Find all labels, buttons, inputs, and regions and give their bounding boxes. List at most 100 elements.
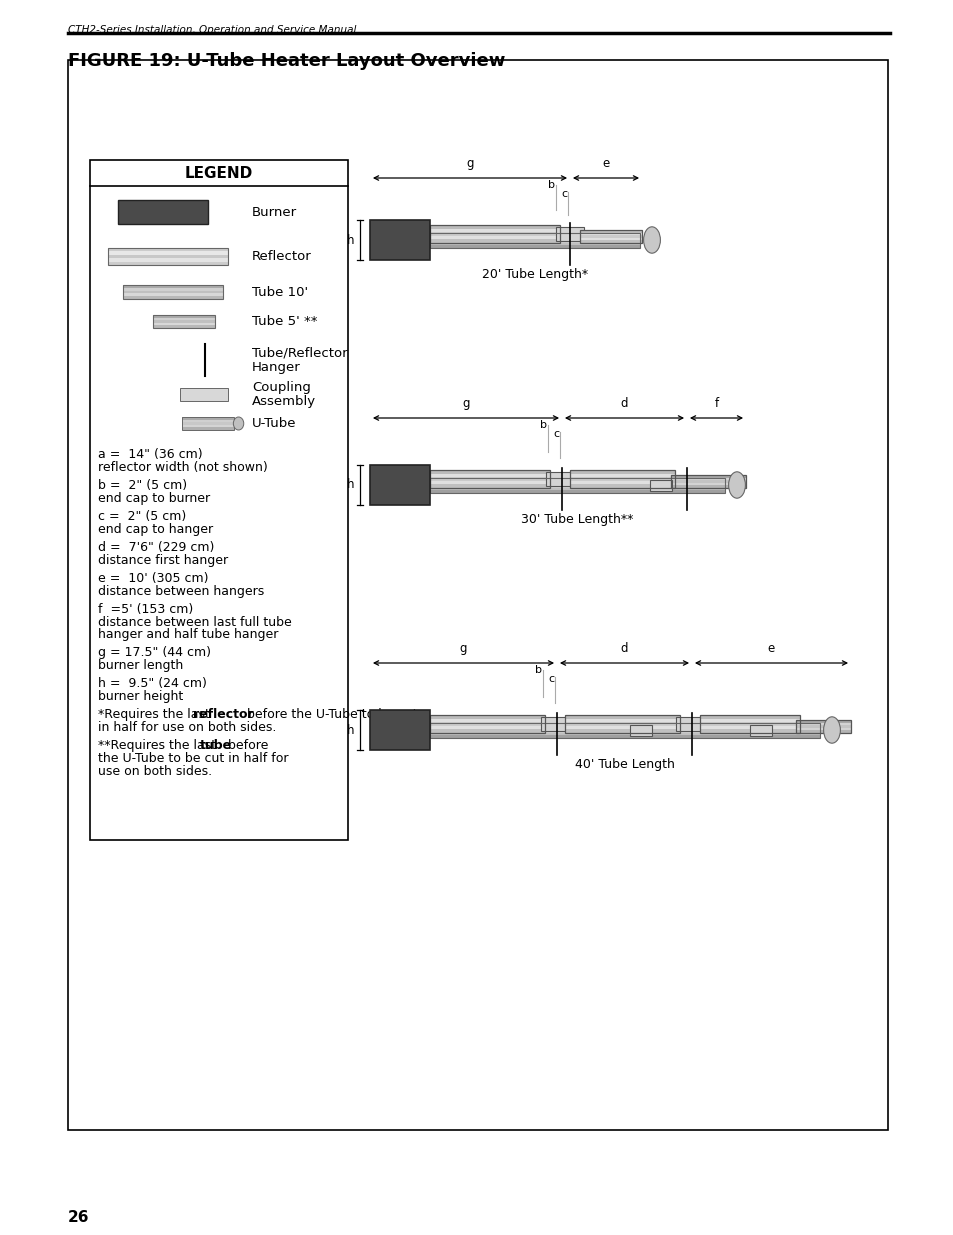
Bar — [430, 478, 724, 493]
Text: before: before — [224, 739, 268, 752]
Bar — [564, 730, 679, 734]
Text: h: h — [346, 478, 354, 492]
Bar — [700, 715, 800, 734]
Bar — [152, 322, 214, 325]
Bar — [430, 490, 724, 493]
Text: the U-Tube to be cut in half for: the U-Tube to be cut in half for — [98, 752, 288, 764]
Bar — [430, 731, 820, 734]
Text: distance between hangers: distance between hangers — [98, 585, 264, 598]
Bar — [430, 232, 639, 247]
Text: burner length: burner length — [98, 659, 183, 672]
Bar — [430, 487, 724, 488]
Bar — [370, 220, 430, 261]
Bar — [430, 735, 820, 737]
Bar — [152, 317, 214, 320]
Bar — [180, 388, 228, 401]
Bar — [430, 480, 550, 484]
Bar — [579, 230, 641, 232]
Text: *Requires the last: *Requires the last — [98, 708, 213, 721]
Bar — [540, 718, 568, 731]
Bar — [579, 241, 641, 243]
Bar — [430, 726, 544, 730]
Bar — [649, 479, 671, 490]
Bar — [430, 471, 550, 488]
Bar — [430, 238, 639, 241]
Text: g: g — [459, 642, 467, 655]
Bar — [564, 726, 679, 730]
Text: distance between last full tube: distance between last full tube — [98, 616, 292, 629]
Bar — [430, 484, 724, 487]
Text: before the U-Tube to be cut: before the U-Tube to be cut — [243, 708, 417, 721]
Bar — [670, 483, 745, 485]
Bar — [670, 475, 745, 478]
Bar — [564, 719, 679, 722]
Bar — [430, 484, 550, 488]
Bar — [545, 472, 574, 487]
Text: g = 17.5" (44 cm): g = 17.5" (44 cm) — [98, 646, 211, 659]
Bar — [182, 427, 233, 430]
Bar — [123, 290, 223, 294]
Bar — [430, 729, 820, 731]
Bar — [123, 288, 223, 290]
Text: 26: 26 — [68, 1210, 90, 1225]
Bar — [430, 237, 639, 238]
Bar — [430, 722, 820, 737]
Text: Burner: Burner — [252, 205, 296, 219]
Text: CTH2-Series Installation, Operation and Service Manual: CTH2-Series Installation, Operation and … — [68, 25, 356, 35]
Text: e =  10' (305 cm): e = 10' (305 cm) — [98, 572, 209, 585]
Bar — [370, 466, 430, 505]
Bar — [430, 236, 559, 240]
Text: tube: tube — [200, 739, 232, 752]
Bar — [430, 730, 544, 734]
Bar — [749, 725, 771, 736]
Bar — [579, 232, 641, 235]
Ellipse shape — [643, 227, 659, 253]
Text: 20' Tube Length*: 20' Tube Length* — [481, 268, 587, 282]
Text: burner height: burner height — [98, 690, 183, 703]
Bar — [579, 238, 641, 241]
Text: end cap to burner: end cap to burner — [98, 492, 210, 505]
Text: hanger and half tube hanger: hanger and half tube hanger — [98, 629, 278, 641]
Bar — [182, 422, 233, 425]
Ellipse shape — [728, 472, 744, 498]
Text: c: c — [553, 429, 558, 438]
Bar — [670, 478, 745, 480]
Text: Tube/Reflector
Hanger: Tube/Reflector Hanger — [252, 346, 347, 374]
Text: f: f — [714, 396, 718, 410]
Bar — [670, 475, 745, 488]
Bar — [370, 710, 430, 750]
Bar — [430, 241, 639, 243]
Bar — [795, 720, 850, 734]
Bar — [579, 230, 641, 243]
Bar — [430, 243, 639, 246]
Text: U-Tube: U-Tube — [252, 417, 296, 430]
Bar — [118, 200, 208, 224]
Text: **Requires the last: **Requires the last — [98, 739, 220, 752]
Bar — [670, 480, 745, 483]
Bar — [700, 715, 800, 719]
Bar — [123, 296, 223, 299]
Bar — [795, 722, 850, 725]
Bar — [700, 719, 800, 722]
Text: c =  2" (5 cm): c = 2" (5 cm) — [98, 510, 186, 522]
Ellipse shape — [822, 716, 840, 743]
Bar — [123, 285, 223, 299]
Text: 30' Tube Length**: 30' Tube Length** — [520, 513, 633, 526]
Bar — [670, 485, 745, 488]
Bar — [430, 246, 639, 247]
Bar — [795, 725, 850, 727]
Bar — [123, 285, 223, 288]
Text: d =  7'6" (229 cm): d = 7'6" (229 cm) — [98, 541, 214, 555]
Bar — [556, 227, 583, 241]
Bar — [700, 722, 800, 726]
Bar — [430, 482, 724, 484]
Text: a =  14" (36 cm): a = 14" (36 cm) — [98, 448, 202, 461]
Text: b: b — [540, 420, 547, 430]
Text: d: d — [620, 396, 628, 410]
Text: in half for use on both sides.: in half for use on both sides. — [98, 721, 276, 734]
Bar — [700, 730, 800, 734]
Text: FIGURE 19: U-Tube Heater Layout Overview: FIGURE 19: U-Tube Heater Layout Overview — [68, 52, 505, 70]
Text: b: b — [535, 664, 542, 676]
Text: use on both sides.: use on both sides. — [98, 764, 212, 778]
Text: h: h — [346, 233, 354, 247]
